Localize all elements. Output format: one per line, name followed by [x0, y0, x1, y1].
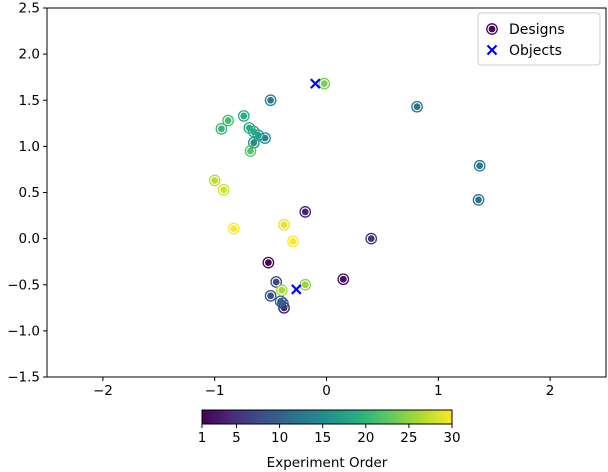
y-tick-label: 0.5 — [19, 185, 40, 201]
legend-box — [477, 12, 601, 66]
design-point — [264, 289, 277, 302]
y-tick-label: 1.5 — [19, 93, 40, 109]
design-point — [287, 235, 299, 248]
colorbar-tick-label: 1 — [198, 430, 207, 446]
design-point — [274, 295, 287, 308]
design-point — [299, 206, 312, 218]
design-point — [473, 159, 486, 172]
design-point — [278, 218, 290, 231]
design-point — [275, 284, 288, 297]
colorbar-tick-label: 5 — [232, 430, 241, 446]
legend-label-designs: Designs — [509, 22, 565, 38]
legend-item-objects: Objects — [486, 43, 562, 59]
colorbar-tick-label: 20 — [357, 430, 374, 446]
legend-label-objects: Objects — [509, 43, 562, 59]
colorbar-tick-label: 15 — [314, 430, 331, 446]
y-tick-label: −1.5 — [7, 370, 40, 386]
design-point — [243, 122, 256, 134]
x-tick-label: −1 — [205, 383, 225, 399]
x-tick-label: 0 — [322, 383, 331, 399]
y-tick-label: −1.0 — [7, 323, 40, 339]
legend: Designs Objects — [477, 12, 601, 66]
design-point — [217, 183, 230, 196]
design-point — [244, 145, 257, 157]
object-point — [291, 284, 302, 295]
legend-item-designs: Designs — [486, 22, 565, 38]
design-point — [208, 174, 221, 187]
y-tick-label: 2.5 — [19, 1, 40, 17]
colorbar-tick-label: 30 — [443, 430, 460, 446]
design-point — [299, 278, 312, 291]
object-point — [310, 78, 321, 89]
design-point — [318, 77, 331, 90]
x-tick-label: 2 — [546, 383, 555, 399]
y-tick-label: −0.5 — [7, 277, 40, 293]
design-point — [337, 273, 350, 286]
design-point — [227, 222, 240, 235]
design-point — [237, 110, 250, 122]
design-point — [215, 122, 228, 135]
colorbar-gradient — [201, 409, 453, 425]
design-point — [472, 194, 485, 206]
colorbar-tick-label: 10 — [271, 430, 288, 446]
design-point — [270, 276, 283, 288]
design-point — [222, 114, 234, 127]
design-point — [411, 100, 423, 113]
y-tick-label: 1.0 — [19, 139, 40, 155]
x-tick-label: 1 — [434, 383, 443, 399]
design-point — [262, 256, 275, 269]
axes: −2 −1 0 1 2 −1.5 −1.0 −0.5 0.0 0.5 1.0 1.5 2.0 2.5 — [7, 1, 607, 399]
plot-area — [208, 77, 486, 314]
design-point — [365, 232, 378, 245]
y-tick-label: 0.0 — [19, 231, 40, 247]
colorbar-label: Experiment Order — [267, 455, 388, 471]
design-point — [264, 94, 277, 107]
y-tick-label: 2.0 — [19, 47, 40, 63]
x-tick-label: −2 — [93, 383, 113, 399]
colorbar-tick-label: 25 — [400, 430, 417, 446]
